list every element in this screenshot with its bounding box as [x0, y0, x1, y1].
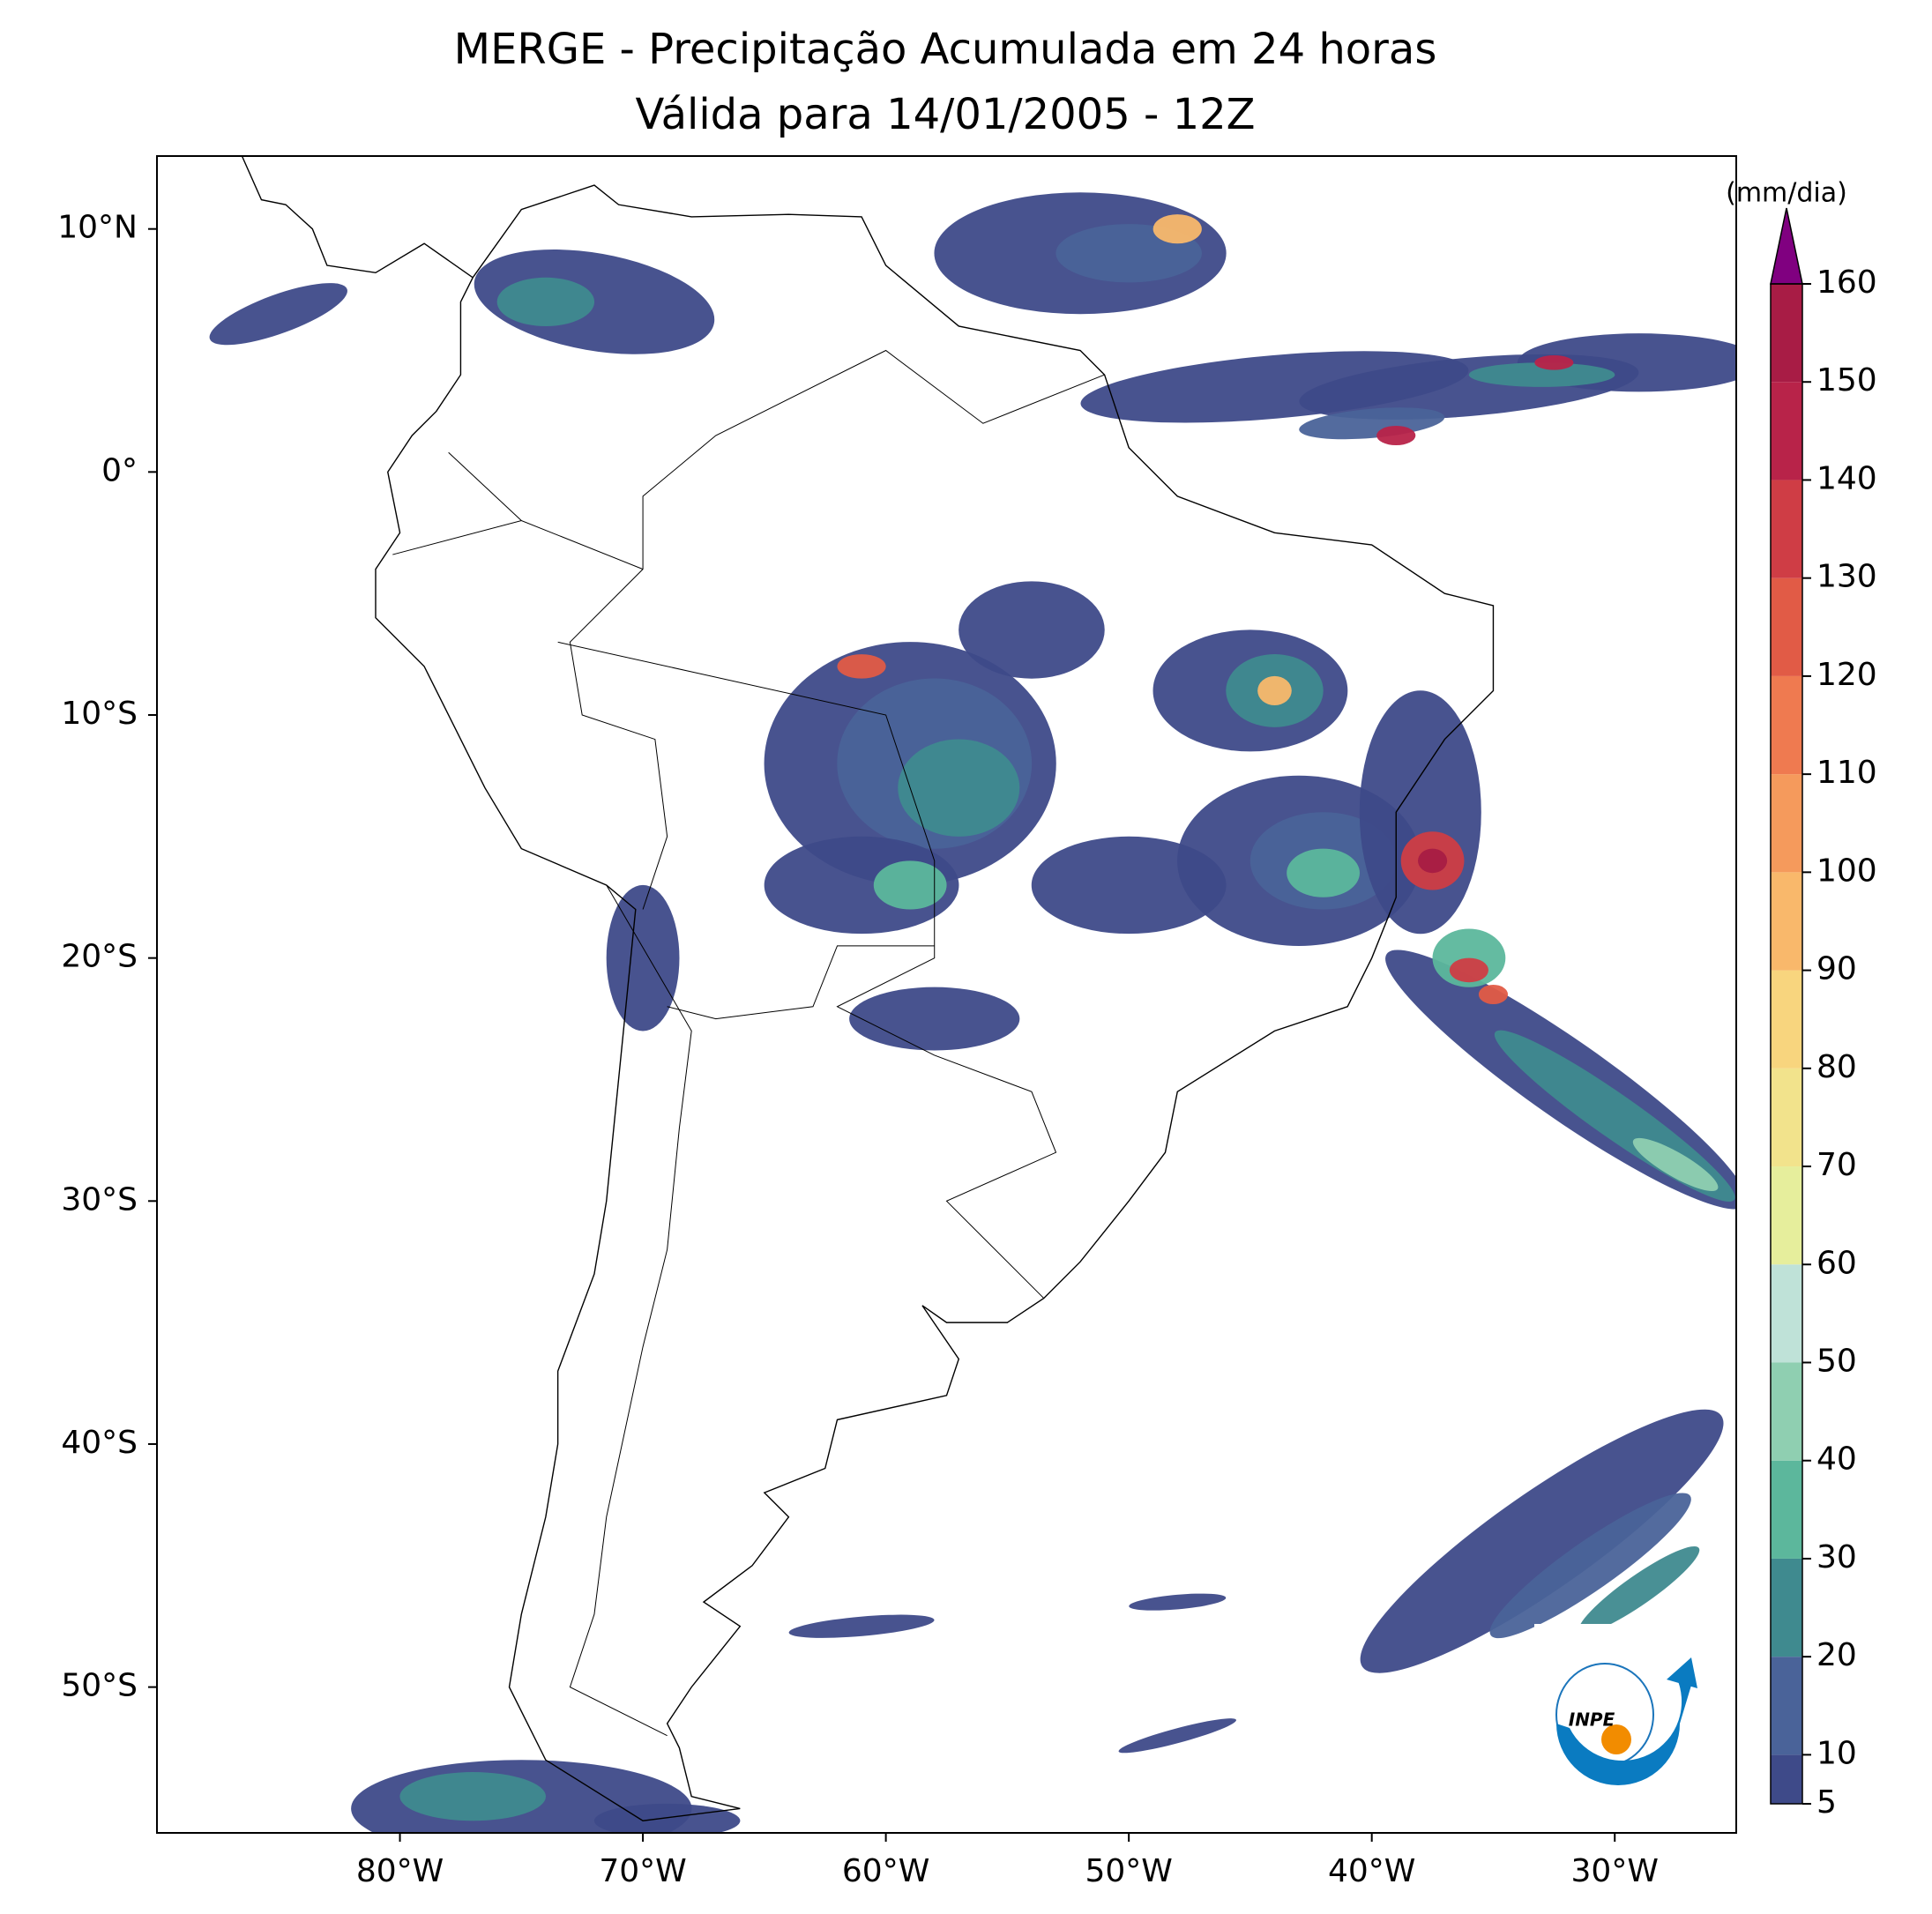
- border: [448, 451, 522, 521]
- x-tick-label: 60°W: [842, 1853, 929, 1889]
- y-tick-label: 20°S: [61, 939, 138, 975]
- logo: INPE: [1534, 1624, 1718, 1832]
- precip-area: [1287, 848, 1360, 897]
- colorbar-label: (mm/dia): [1726, 178, 1847, 209]
- colorbar-band: [1771, 1558, 1802, 1657]
- colorbar-band: [1771, 1460, 1802, 1559]
- precip-area: [764, 836, 959, 935]
- border: [667, 945, 935, 1020]
- precip-area: [873, 860, 947, 910]
- precip-area: [1031, 836, 1227, 935]
- colorbar: 5 10 20 30 40 50 60 70 80 90 100 110 120 130 140 150 160…: [1726, 178, 1877, 1821]
- border: [569, 884, 692, 1737]
- map-area: [209, 156, 1736, 1833]
- precip-area: [496, 277, 595, 326]
- precip-area: [1418, 848, 1448, 874]
- precip-area: [1578, 1545, 1700, 1634]
- precip-area: [1129, 1593, 1227, 1611]
- colorbar-tick-label: 20: [1816, 1637, 1857, 1673]
- colorbar-band: [1771, 1068, 1802, 1167]
- border: [557, 641, 1057, 1299]
- precip-area: [898, 739, 1020, 837]
- map-frame: [156, 155, 1737, 1834]
- colorbar-tick-label: 30: [1816, 1539, 1857, 1575]
- precip-area: [1489, 1493, 1691, 1639]
- x-tick-label: 50°W: [1085, 1853, 1172, 1889]
- border: [569, 349, 1105, 910]
- colorbar-tick-label: 50: [1816, 1343, 1857, 1379]
- colorbar-band: [1771, 970, 1802, 1069]
- colorbar-band: [1771, 1657, 1802, 1755]
- colorbar-tick-label: 90: [1816, 951, 1857, 987]
- precip-area: [1376, 425, 1416, 446]
- colorbar-tick-label: 100: [1816, 853, 1877, 889]
- precip-area: [1468, 362, 1615, 387]
- colorbar-frame: [1770, 283, 1803, 1805]
- colorbar-tick-label: 160: [1816, 264, 1877, 301]
- logo-text: INPE: [1569, 1709, 1615, 1731]
- colorbar-band: [1771, 872, 1802, 971]
- colorbar-band: [1771, 382, 1802, 480]
- precip-area: [1257, 675, 1292, 705]
- x-tick-label: 80°W: [356, 1853, 444, 1889]
- colorbar-tick-label: 150: [1816, 362, 1877, 398]
- precip-area: [837, 654, 886, 679]
- x-tick-label: 40°W: [1328, 1853, 1415, 1889]
- subtitle: Válida para 14/01/2005 - 12Z: [635, 90, 1255, 139]
- precip-area: [1152, 214, 1202, 244]
- colorbar-tick-label: 130: [1816, 559, 1877, 595]
- colorbar-tick-label: 120: [1816, 657, 1877, 693]
- colorbar-band: [1771, 284, 1802, 383]
- precip-area: [1118, 1718, 1236, 1754]
- colorbar-band: [1771, 577, 1802, 676]
- colorbar-tick-label: 40: [1816, 1441, 1857, 1478]
- colorbar-band: [1771, 1166, 1802, 1265]
- precip-area: [399, 1772, 546, 1821]
- colorbar-band: [1771, 1754, 1802, 1804]
- colorbar-band: [1771, 1264, 1802, 1363]
- precip-area: [1360, 1409, 1724, 1673]
- colorbar-band: [1771, 480, 1802, 578]
- precip-area: [788, 1614, 935, 1638]
- colorbar-tick-label: 5: [1816, 1784, 1837, 1821]
- colorbar-tick-label: 10: [1816, 1735, 1857, 1771]
- colorbar-band: [1771, 1362, 1802, 1461]
- colorbar-band: [1771, 774, 1802, 873]
- title: MERGE - Precipitação Acumulada em 24 hor…: [454, 25, 1437, 74]
- precip-area: [1478, 984, 1509, 1005]
- precip-area: [1534, 355, 1574, 370]
- y-tick-label: 10°N: [57, 210, 138, 246]
- colorbar-tick-label: 60: [1816, 1245, 1857, 1281]
- precip-area: [606, 884, 680, 1031]
- y-tick-label: 40°S: [61, 1425, 138, 1461]
- precip-area: [209, 283, 347, 346]
- colorbar-tick-label: 140: [1816, 460, 1877, 496]
- y-tick-label: 30°S: [61, 1181, 138, 1218]
- colorbar-tick-label: 80: [1816, 1049, 1857, 1085]
- colorbar-band: [1771, 675, 1802, 775]
- coastline: [241, 156, 1495, 1821]
- x-tick-label: 70°W: [599, 1853, 686, 1889]
- colorbar-tick-label: 70: [1816, 1147, 1857, 1183]
- y-tick-label: 10°S: [61, 696, 138, 732]
- colorbar-extend: [1770, 207, 1803, 285]
- y-tick-label: 0°: [101, 452, 138, 488]
- precip-area: [959, 581, 1105, 679]
- border: [392, 519, 644, 570]
- colorbar-tick-label: 110: [1816, 755, 1877, 791]
- precip-area: [1359, 690, 1481, 935]
- precip-area: [1449, 957, 1488, 983]
- x-tick-label: 30°W: [1571, 1853, 1659, 1889]
- precip-area: [1632, 1137, 1719, 1192]
- y-tick-label: 50°S: [61, 1668, 138, 1704]
- precip-area: [849, 987, 1020, 1051]
